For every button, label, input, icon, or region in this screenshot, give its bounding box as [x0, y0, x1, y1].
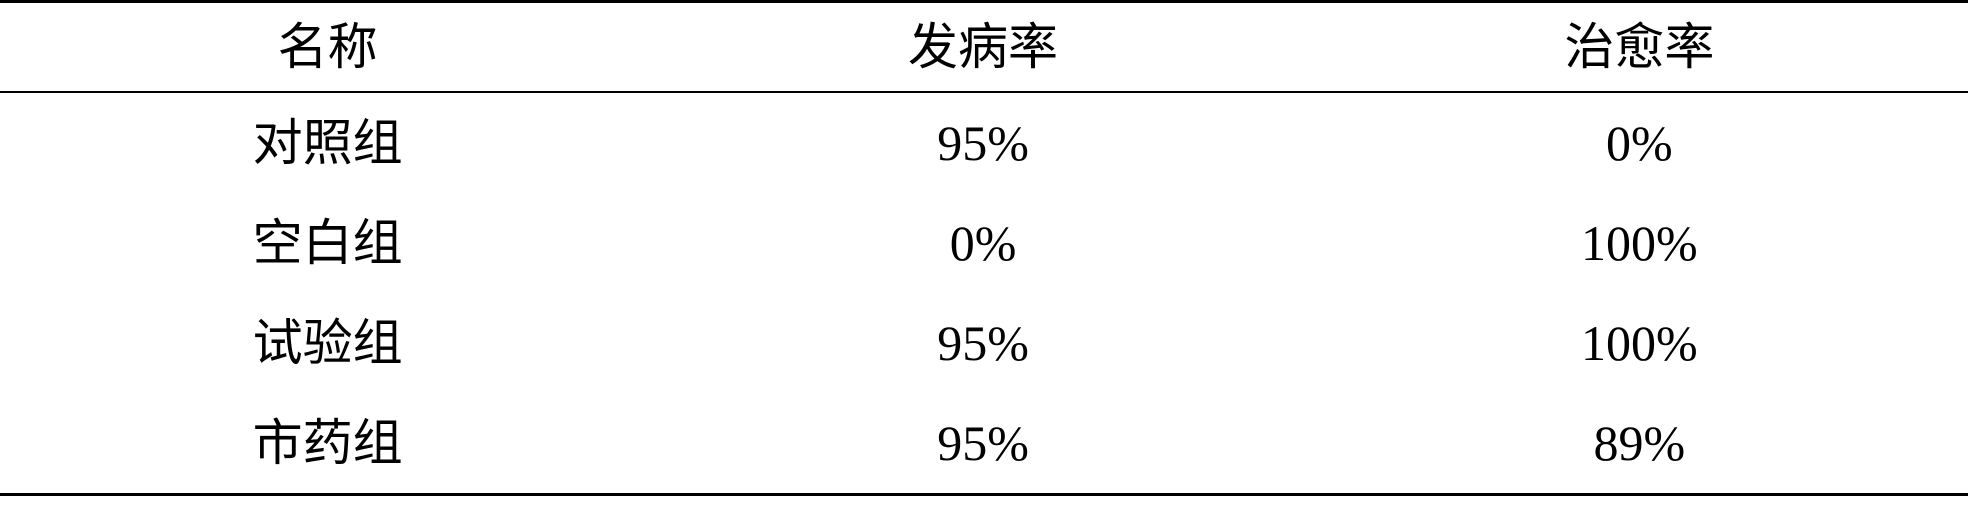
cell-name: 空白组 — [0, 193, 655, 293]
cell-incidence: 95% — [655, 92, 1310, 193]
table-row: 市药组 95% 89% — [0, 393, 1968, 495]
data-table-container: 名称 发病率 治愈率 对照组 95% 0% 空白组 0% 100% 试验组 95… — [0, 0, 1968, 496]
cell-cure: 0% — [1311, 92, 1968, 193]
table-row: 对照组 95% 0% — [0, 92, 1968, 193]
col-header-name: 名称 — [0, 2, 655, 93]
table-row: 空白组 0% 100% — [0, 193, 1968, 293]
cell-name: 试验组 — [0, 293, 655, 393]
cell-cure: 89% — [1311, 393, 1968, 495]
table-header-row: 名称 发病率 治愈率 — [0, 2, 1968, 93]
cell-name: 市药组 — [0, 393, 655, 495]
cell-cure: 100% — [1311, 293, 1968, 393]
cell-cure: 100% — [1311, 193, 1968, 293]
col-header-cure: 治愈率 — [1311, 2, 1968, 93]
cell-incidence: 95% — [655, 393, 1310, 495]
col-header-incidence: 发病率 — [655, 2, 1310, 93]
cell-name: 对照组 — [0, 92, 655, 193]
table-row: 试验组 95% 100% — [0, 293, 1968, 393]
cell-incidence: 0% — [655, 193, 1310, 293]
data-table: 名称 发病率 治愈率 对照组 95% 0% 空白组 0% 100% 试验组 95… — [0, 0, 1968, 496]
cell-incidence: 95% — [655, 293, 1310, 393]
